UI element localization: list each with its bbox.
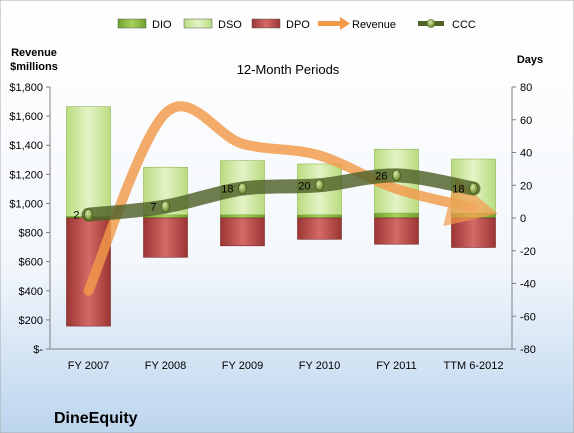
bar-dpo [451, 217, 496, 248]
left-tick-label: $600 [19, 257, 43, 269]
left-tick-label: $- [33, 344, 43, 356]
company-name: DineEquity [54, 410, 138, 427]
legend-label-revenue: Revenue [352, 19, 396, 31]
left-axis-label-line2: $millions [10, 61, 58, 73]
legend: DIO DSO DPO Revenue CCC [117, 17, 476, 31]
left-tick-label: $1,000 [9, 198, 43, 210]
revenue-line [83, 101, 498, 296]
legend-swatch-dio [117, 18, 147, 29]
ccc-marker [469, 182, 478, 195]
ccc-marker [161, 200, 170, 213]
right-tick-label: -40 [520, 279, 536, 291]
bar-dpo [143, 217, 188, 258]
bar-dio [374, 212, 419, 219]
ccc-data-label: 18 [452, 184, 464, 196]
bar-dpo [374, 217, 419, 245]
left-axis-label-line1: Revenue [11, 47, 57, 59]
right-tick-label: 0 [520, 213, 526, 225]
right-tick-label: -60 [520, 311, 536, 323]
left-tick-label: $200 [19, 315, 43, 327]
legend-item-revenue: Revenue [318, 17, 396, 31]
x-tick-label: FY 2007 [68, 360, 109, 372]
x-tick-label: TTM 6-2012 [444, 360, 504, 372]
legend-item-ccc: CCC [418, 19, 476, 31]
ccc-line [81, 168, 481, 222]
left-tick-label: $400 [19, 286, 43, 298]
x-tick-label: FY 2009 [222, 360, 263, 372]
bar-dpo [66, 217, 111, 327]
left-tick-label: $1,600 [9, 111, 43, 123]
left-tick-label: $1,400 [9, 140, 43, 152]
bar-dio [220, 214, 265, 219]
legend-label-ccc: CCC [452, 19, 476, 31]
right-tick-label: 60 [520, 115, 532, 127]
legend-swatch-dpo [251, 18, 281, 29]
ccc-data-label: 2 [73, 210, 79, 222]
ccc-marker [315, 179, 324, 192]
chart-title: 12-Month Periods [237, 62, 340, 77]
right-tick-label: -80 [520, 344, 536, 356]
ccc-data-label: 18 [221, 184, 233, 196]
legend-swatch-dso [183, 18, 213, 29]
x-axis: FY 2007 FY 2008 FY 2009 FY 2010 FY 2011 TTM 6… [50, 348, 512, 372]
left-tick-label: $800 [19, 228, 43, 240]
legend-marker-ccc [426, 19, 436, 28]
ccc-data-label: 20 [298, 180, 310, 192]
ccc-marker [238, 182, 247, 195]
ccc-data-label: 26 [375, 170, 387, 182]
x-tick-label: FY 2010 [299, 360, 340, 372]
ccc-series: 2 7 18 20 26 18 [73, 168, 481, 222]
left-axis: $- $200 $400 $600 $800 $1,000 $1,200 $1,400 $1,6… [9, 82, 51, 356]
bar-dio [297, 214, 342, 219]
right-axis-label: Days [517, 54, 543, 66]
ccc-data-label: 7 [150, 202, 156, 214]
bar-dpo [220, 217, 265, 247]
ccc-marker [392, 169, 401, 182]
left-tick-label: $1,200 [9, 169, 43, 181]
legend-arrowhead [340, 17, 350, 30]
right-tick-label: 20 [520, 180, 532, 192]
legend-item-dio: DIO [117, 18, 172, 31]
ccc-marker [84, 208, 93, 221]
legend-label-dpo: DPO [286, 19, 310, 31]
bar-dpo [297, 217, 342, 240]
bar-dio [451, 212, 496, 219]
x-tick-label: FY 2011 [376, 360, 417, 372]
right-tick-label: 40 [520, 148, 532, 160]
bar-dso [66, 106, 111, 217]
left-tick-label: $1,800 [9, 82, 43, 94]
legend-item-dso: DSO [183, 18, 242, 31]
legend-label-dso: DSO [218, 19, 242, 31]
right-axis: -80 -60 -40 -20 0 20 40 60 80 [511, 82, 536, 356]
legend-label-dio: DIO [152, 19, 172, 31]
right-tick-label: -20 [520, 246, 536, 258]
legend-item-dpo: DPO [251, 18, 310, 31]
revenue-series [83, 101, 498, 296]
x-tick-label: FY 2008 [145, 360, 186, 372]
right-tick-label: 80 [520, 82, 532, 94]
